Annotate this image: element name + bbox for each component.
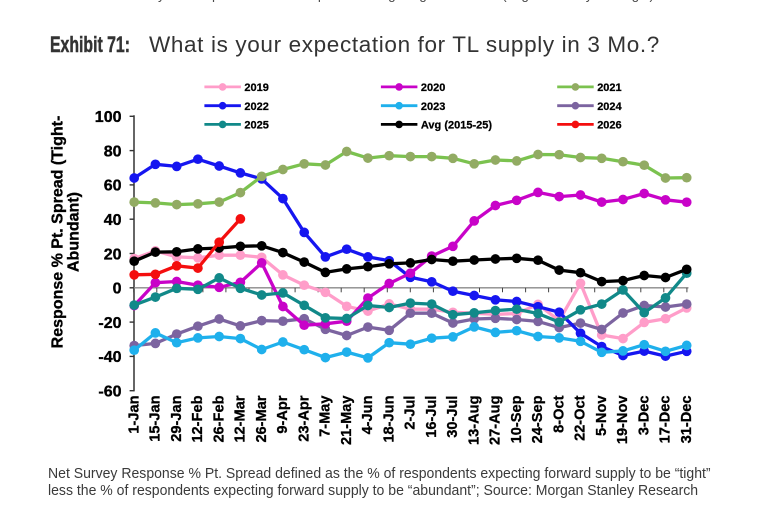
svg-text:Response % Pt. Spread (Tight-: Response % Pt. Spread (Tight- bbox=[50, 116, 67, 349]
svg-text:60: 60 bbox=[104, 178, 122, 195]
svg-text:2024: 2024 bbox=[597, 101, 622, 113]
svg-text:3-Dec: 3-Dec bbox=[636, 396, 652, 436]
svg-text:2025: 2025 bbox=[244, 120, 268, 132]
svg-text:10-Sep: 10-Sep bbox=[509, 395, 525, 443]
svg-text:21-May: 21-May bbox=[339, 395, 355, 445]
svg-text:5-Nov: 5-Nov bbox=[594, 395, 610, 436]
svg-text:20: 20 bbox=[104, 246, 122, 263]
svg-text:-60: -60 bbox=[98, 384, 121, 401]
svg-text:Avg (2015-25): Avg (2015-25) bbox=[421, 120, 492, 132]
svg-text:2020: 2020 bbox=[421, 82, 445, 94]
svg-text:2-Jul: 2-Jul bbox=[403, 396, 419, 430]
svg-text:29-Jan: 29-Jan bbox=[169, 395, 185, 441]
svg-text:2023: 2023 bbox=[421, 101, 445, 113]
svg-text:1-Jan: 1-Jan bbox=[126, 395, 142, 433]
svg-text:27-Aug: 27-Aug bbox=[488, 396, 504, 445]
svg-text:30-Jul: 30-Jul bbox=[445, 396, 461, 438]
svg-text:15-Jan: 15-Jan bbox=[148, 395, 164, 441]
svg-text:26-Feb: 26-Feb bbox=[211, 395, 227, 442]
svg-text:7-May: 7-May bbox=[318, 395, 334, 437]
svg-text:23-Apr: 23-Apr bbox=[296, 395, 312, 442]
svg-text:8-Oct: 8-Oct bbox=[551, 395, 567, 432]
svg-text:2022: 2022 bbox=[244, 101, 268, 113]
svg-text:80: 80 bbox=[104, 143, 122, 160]
svg-text:17-Dec: 17-Dec bbox=[658, 396, 674, 444]
svg-text:Abundant): Abundant) bbox=[66, 192, 83, 272]
svg-text:9-Apr: 9-Apr bbox=[275, 395, 291, 433]
svg-text:26-Mar: 26-Mar bbox=[254, 395, 270, 442]
svg-text:22-Oct: 22-Oct bbox=[573, 395, 589, 441]
svg-text:24-Sep: 24-Sep bbox=[530, 395, 546, 443]
svg-text:40: 40 bbox=[104, 212, 122, 229]
svg-text:100: 100 bbox=[95, 109, 122, 126]
svg-text:4-Jun: 4-Jun bbox=[360, 395, 376, 434]
svg-text:13-Aug: 13-Aug bbox=[466, 396, 482, 445]
svg-text:19-Nov: 19-Nov bbox=[615, 395, 631, 445]
svg-text:12-Mar: 12-Mar bbox=[233, 395, 249, 442]
svg-text:0: 0 bbox=[113, 281, 122, 298]
svg-text:2026: 2026 bbox=[597, 120, 621, 132]
svg-text:18-Jun: 18-Jun bbox=[381, 395, 397, 442]
svg-text:16-Jul: 16-Jul bbox=[424, 396, 440, 438]
svg-text:-40: -40 bbox=[98, 349, 121, 366]
svg-text:12-Feb: 12-Feb bbox=[190, 395, 206, 442]
svg-text:2019: 2019 bbox=[244, 82, 268, 94]
svg-text:31-Dec: 31-Dec bbox=[679, 396, 695, 444]
svg-text:-20: -20 bbox=[98, 315, 121, 332]
svg-text:2021: 2021 bbox=[597, 82, 621, 94]
